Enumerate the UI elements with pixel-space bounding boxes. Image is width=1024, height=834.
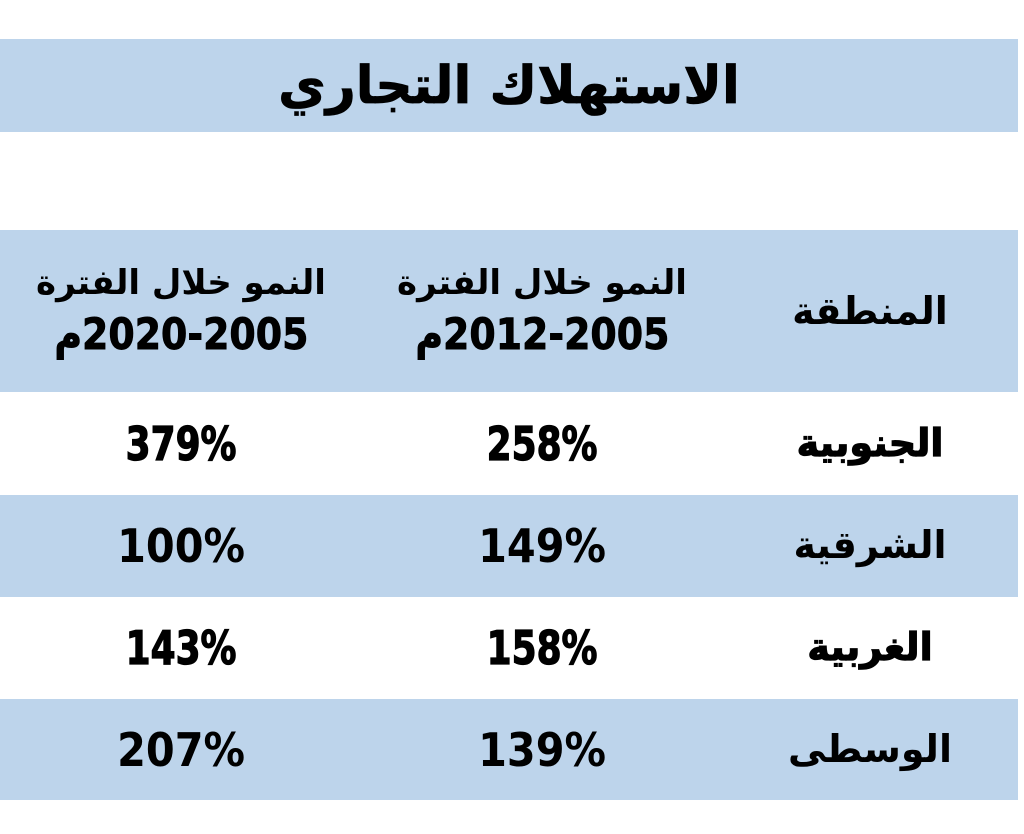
- table-row-western: 143% 158% الغربية: [0, 597, 1018, 699]
- growth-2005-2020-cell: 379%: [125, 416, 237, 471]
- table-row-central: 207% 139% الوسطى: [0, 699, 1018, 800]
- table-row-southern: 379% 258% الجنوبية: [0, 392, 1018, 495]
- column-header-growth-2005-2020: النمو خلال الفترة 2020-2005م: [0, 230, 362, 392]
- page-title: الاستهلاك التجاري: [278, 55, 740, 116]
- growth-2005-2020-cell: 207%: [117, 722, 245, 777]
- column-header-growth-2005-2020-period: 2020-2005م: [53, 310, 309, 361]
- column-header-region-label: المنطقة: [792, 289, 948, 333]
- region-cell: الجنوبية: [796, 420, 944, 465]
- region-cell: الوسطى: [788, 726, 952, 771]
- table-header-row: النمو خلال الفترة 2020-2005م النمو خلال …: [0, 230, 1018, 392]
- growth-2005-2020-cell: 100%: [117, 519, 245, 573]
- growth-2005-2012-cell: 139%: [478, 722, 606, 777]
- column-header-region: المنطقة: [722, 230, 1018, 392]
- growth-2005-2020-cell: 143%: [125, 621, 237, 675]
- growth-2005-2012-cell: 258%: [486, 416, 598, 471]
- column-header-growth-2005-2020-label: النمو خلال الفترة: [36, 262, 326, 303]
- growth-2005-2012-cell: 158%: [486, 621, 598, 675]
- column-header-growth-2005-2012-period: 2012-2005م: [414, 310, 670, 361]
- column-header-growth-2005-2012: النمو خلال الفترة 2012-2005م: [362, 230, 722, 392]
- region-cell: الشرقية: [793, 523, 947, 568]
- title-band: الاستهلاك التجاري: [0, 39, 1018, 132]
- column-header-growth-2005-2012-label: النمو خلال الفترة: [397, 262, 687, 303]
- table-row-eastern: 100% 149% الشرقية: [0, 495, 1018, 597]
- growth-2005-2012-cell: 149%: [478, 519, 606, 573]
- region-cell: الغربية: [807, 625, 934, 670]
